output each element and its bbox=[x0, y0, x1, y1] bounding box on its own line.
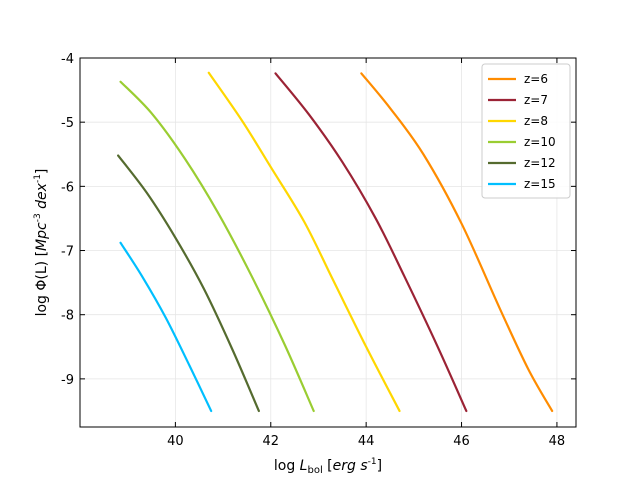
x-tick-label: 40 bbox=[167, 434, 184, 449]
y-tick-label: -9 bbox=[61, 373, 74, 388]
series-line-z-10 bbox=[119, 80, 315, 413]
y-tick-label: -5 bbox=[61, 116, 74, 131]
x-tick-label: 44 bbox=[358, 434, 375, 449]
axis-ticks: 40 42 44 46 48 -4 -5 -6 -7 -8 -9 bbox=[61, 52, 576, 449]
x-tick-label: 42 bbox=[262, 434, 279, 449]
series-line-z-15 bbox=[119, 241, 213, 413]
x-tick-label: 48 bbox=[549, 434, 566, 449]
y-tick-label: -6 bbox=[61, 180, 74, 195]
series-line-z-8 bbox=[207, 71, 401, 413]
series-line-z-12 bbox=[117, 154, 260, 413]
plot-frame bbox=[79, 57, 577, 428]
y-axis-label: log Φ(L) [Mpc-3 dex-1] bbox=[33, 169, 50, 317]
y-tick-label: -4 bbox=[61, 52, 74, 67]
legend-entry-label: z=15 bbox=[524, 177, 556, 191]
legend: z=6 z=7 z=8 z=10 z=12 z=15 bbox=[481, 63, 571, 199]
legend-entry-label: z=7 bbox=[524, 93, 548, 107]
legend-entry-label: z=12 bbox=[524, 156, 556, 170]
x-axis-label: log Lbol [erg s-1] bbox=[274, 457, 382, 476]
legend-box bbox=[481, 63, 571, 199]
y-tick-label: -7 bbox=[61, 245, 74, 260]
series-line-z-6 bbox=[360, 72, 554, 413]
series-lines bbox=[117, 71, 554, 413]
series-line-z-7 bbox=[274, 72, 468, 413]
legend-entry-label: z=6 bbox=[524, 72, 548, 86]
y-tick-label: -8 bbox=[61, 309, 74, 324]
legend-entry-label: z=10 bbox=[524, 135, 556, 149]
legend-entry-label: z=8 bbox=[524, 114, 548, 128]
x-tick-label: 46 bbox=[453, 434, 470, 449]
